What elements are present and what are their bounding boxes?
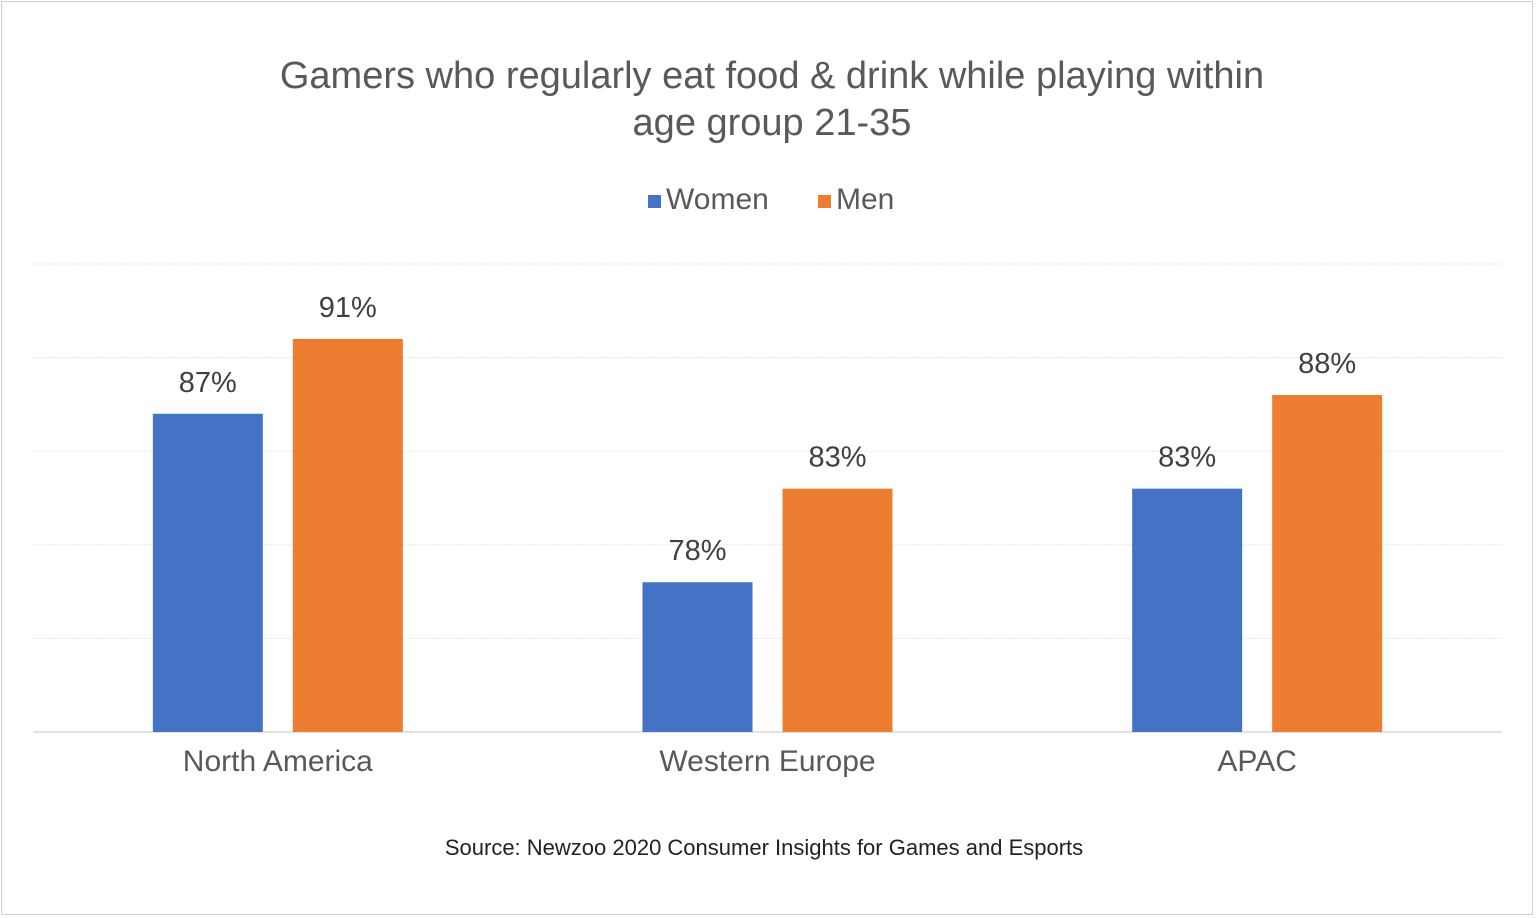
- data-label: 88%: [1298, 348, 1356, 380]
- legend-swatch-men: [818, 195, 831, 208]
- data-label: 78%: [668, 535, 726, 567]
- data-label: 83%: [808, 442, 866, 474]
- legend-label-men: Men: [836, 183, 894, 216]
- bar-women: [152, 413, 263, 732]
- chart-title-line-2: age group 21-35: [633, 102, 912, 144]
- bar-men: [1272, 395, 1383, 732]
- legend: Women Men: [648, 183, 894, 216]
- source-note: Source: Newzoo 2020 Consumer Insights fo…: [445, 835, 1083, 860]
- bar-women: [642, 582, 753, 732]
- category-label: Western Europe: [659, 745, 875, 778]
- data-label: 87%: [179, 367, 237, 399]
- category-label: APAC: [1217, 745, 1296, 778]
- data-label: 91%: [319, 292, 377, 324]
- chart-title-line-1: Gamers who regularly eat food & drink wh…: [280, 55, 1264, 97]
- category-label: North America: [183, 745, 373, 778]
- legend-label-women: Women: [666, 183, 769, 216]
- legend-swatch-women: [648, 195, 661, 208]
- data-label: 83%: [1158, 442, 1216, 474]
- bar-men: [782, 488, 893, 732]
- bar-women: [1132, 488, 1243, 732]
- bar-men: [292, 338, 403, 732]
